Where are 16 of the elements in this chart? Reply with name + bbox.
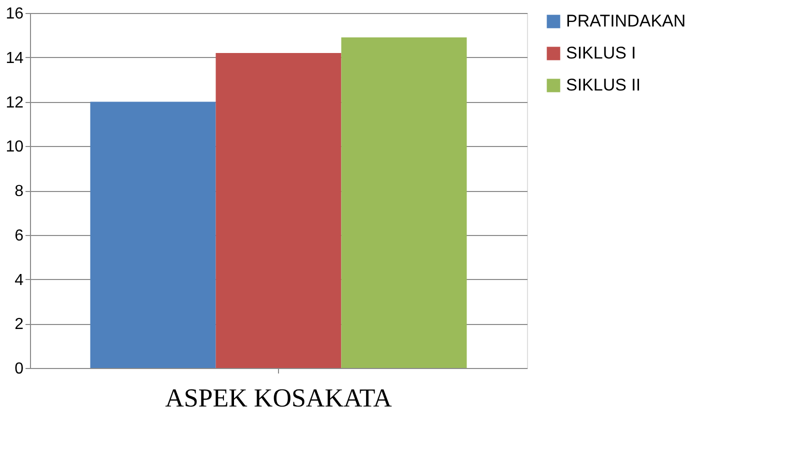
y-tick-label: 4 bbox=[14, 272, 24, 289]
y-tick-label: 16 bbox=[6, 6, 24, 22]
legend-label: SIKLUS I bbox=[566, 44, 636, 62]
y-tick-label: 12 bbox=[6, 94, 24, 112]
y-tick-label: 0 bbox=[14, 360, 24, 378]
bar bbox=[216, 52, 342, 368]
x-tick-label: ASPEK KOSAKATA bbox=[165, 384, 392, 412]
bar bbox=[341, 37, 467, 368]
legend-label: PRATINDAKAN bbox=[566, 12, 686, 30]
y-tick-label: 10 bbox=[6, 138, 24, 156]
y-tick-label: 2 bbox=[14, 316, 24, 334]
y-tick-label: 14 bbox=[6, 50, 24, 67]
y-tick-label: 6 bbox=[14, 227, 24, 244]
bar bbox=[90, 102, 216, 368]
y-tick-label: 8 bbox=[14, 183, 24, 200]
legend-label: SIKLUS II bbox=[566, 76, 641, 94]
